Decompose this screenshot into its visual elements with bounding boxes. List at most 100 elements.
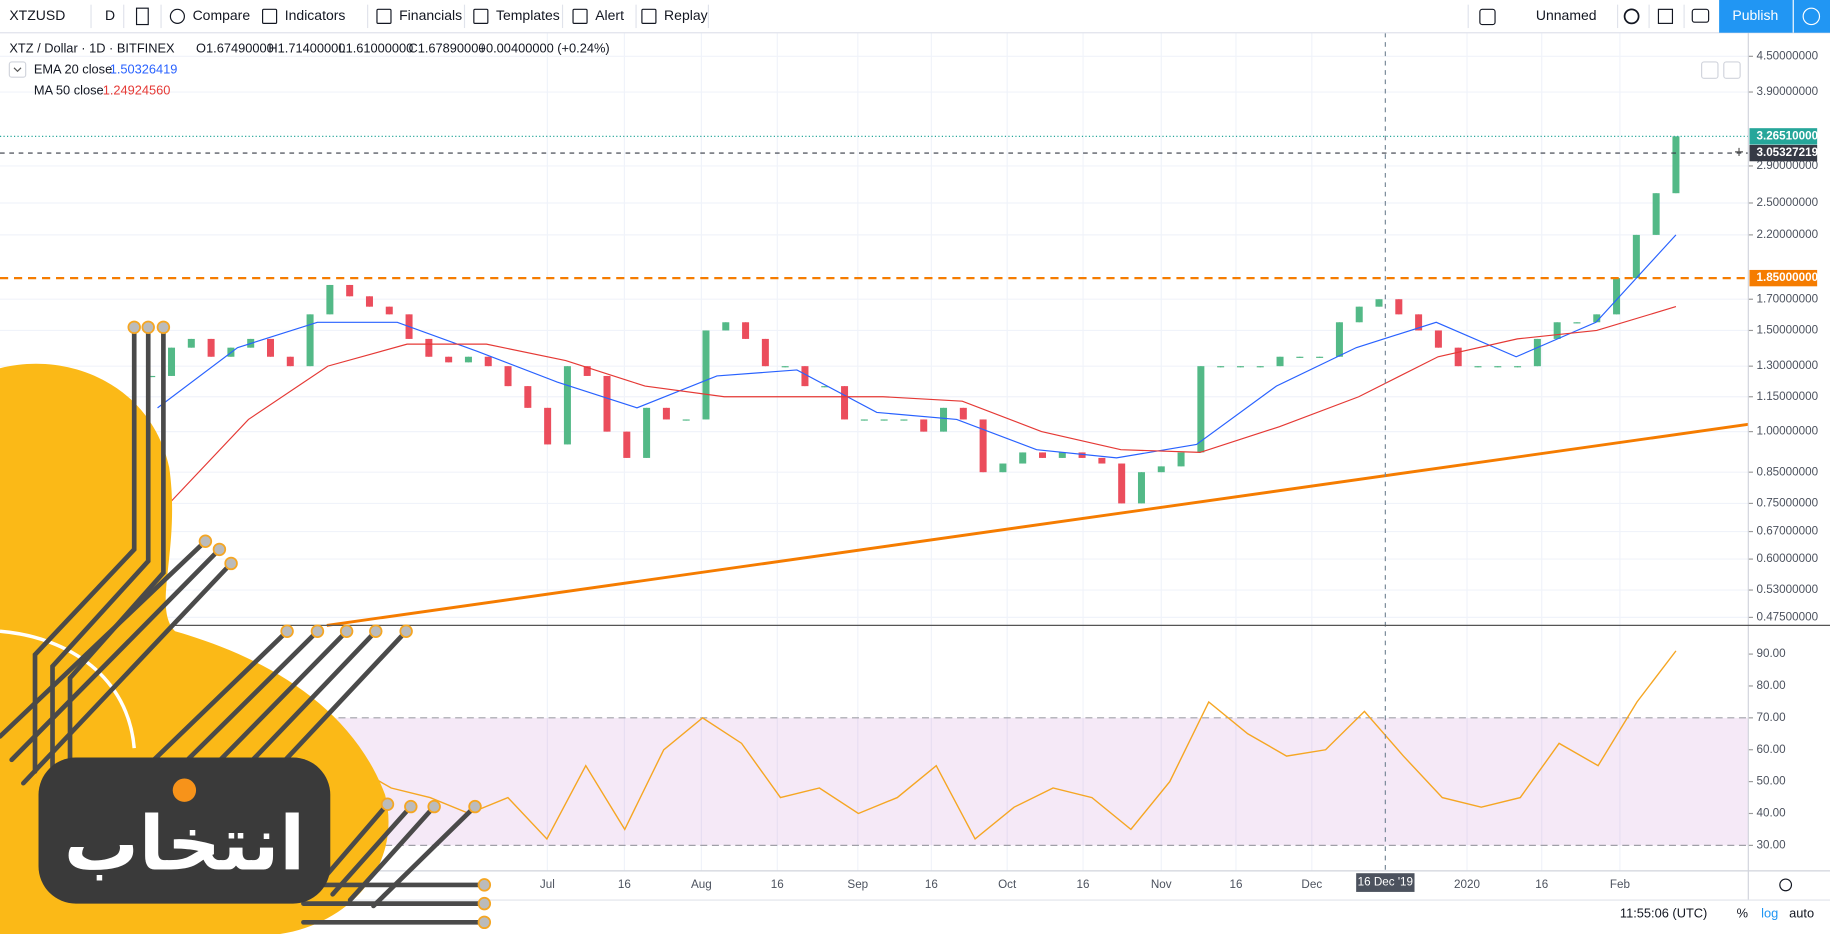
legend-collapse[interactable] [8,61,27,78]
rsi-tick-label: 50.00 [1756,775,1786,788]
candle [722,322,730,331]
x-tick-label: Aug [691,878,712,891]
toolbar-item[interactable]: Compare [193,7,251,23]
candle [187,338,195,348]
circuit-lines [0,324,487,925]
y-tick-label: 1.15000000 [1756,390,1818,403]
x-tick-label: Oct [998,878,1017,891]
toolbar-item[interactable]: Indicators [285,7,346,23]
x-tick-label: 2020 [1454,878,1480,891]
candle [761,338,769,367]
candle [959,407,967,420]
candle [464,356,472,363]
checkbox[interactable] [1479,8,1496,26]
candle [1217,366,1225,368]
candle [1375,299,1383,307]
publish-label[interactable]: Publish [1732,7,1778,23]
scroll-button[interactable] [1701,61,1719,79]
indicator-value: 1.50326419 [110,62,178,77]
candle [682,419,690,421]
price-level-box [1749,144,1818,162]
candle [860,419,868,421]
candle [1137,472,1145,504]
axis-settings-icon[interactable] [1779,878,1793,892]
x-tick-label: 16 [1535,878,1548,891]
candle [168,347,176,376]
ohlc-value: C1.67890000 [408,40,485,55]
candle [1454,347,1462,367]
x-tick-label: 16 [925,878,938,891]
y-tick-label: 1.00000000 [1756,425,1818,438]
logo-stroke [0,629,136,749]
toolbar-icon [641,8,657,24]
live-button[interactable] [1793,0,1830,33]
interval[interactable]: D [105,7,115,23]
live-icon [1802,7,1821,26]
indicator-name: EMA 20 close [34,62,112,77]
candle [1078,452,1086,458]
candle [1197,366,1205,453]
candle [1276,356,1284,367]
y-tick-label: 1.50000000 [1756,324,1818,337]
publish-button[interactable] [1719,0,1793,33]
y-tick-label: 1.70000000 [1756,292,1818,305]
candle [781,366,789,368]
candle [1434,330,1442,348]
toolbar-item[interactable]: Financials [399,7,462,23]
indicator-name: MA 50 close [34,83,104,98]
candle [1316,356,1324,358]
candle [979,419,987,473]
y-tick-label: 2.20000000 [1756,228,1818,241]
candle [1474,366,1482,368]
candle [880,419,888,421]
candle [1019,452,1027,464]
symbol[interactable]: XTZUSD [9,7,65,23]
x-tick-label: Nov [1151,878,1172,891]
candle [940,407,948,432]
price-level-label: 1.85000000 [1756,271,1818,284]
toolbar-item[interactable]: Replay [664,7,708,23]
time: 11:55:06 (UTC) [1620,906,1707,921]
percent-toggle[interactable]: % [1737,906,1748,921]
candle [346,284,354,297]
candle [326,284,334,315]
trendline [326,422,1749,627]
candle [1613,278,1621,315]
candle [702,330,710,420]
candle [1395,299,1403,315]
settings-icon[interactable] [1623,8,1640,25]
rsi-line [157,650,1677,841]
x-tick-label: Sep [847,878,868,891]
y-tick-label: 4.50000000 [1756,49,1818,62]
layout-name[interactable]: Unnamed [1536,7,1597,23]
candle [1593,314,1601,323]
candle [385,306,393,315]
candle [1632,234,1640,279]
y-tick-label: 0.60000000 [1756,552,1818,565]
candle [1652,193,1660,235]
indicator-value: 1.24924560 [103,83,171,98]
logo-badge [38,757,331,904]
snapshot-icon[interactable] [1691,8,1710,23]
x-tick-label: Dec [1301,878,1322,891]
x-tick-label: 16 [618,878,631,891]
reset-button[interactable] [1723,61,1741,79]
auto-toggle[interactable]: auto [1789,906,1814,921]
log-toggle[interactable]: log [1761,906,1778,921]
candle [623,431,631,458]
y-tick-label: 2.50000000 [1756,196,1818,209]
x-tick-label: 16 [1077,878,1090,891]
candle [1553,322,1561,339]
toolbar-item[interactable]: Templates [496,7,560,23]
candle [1118,463,1126,504]
toolbar-item[interactable]: Alert [595,7,624,23]
candle [544,407,552,445]
fullscreen-icon[interactable] [1657,8,1674,24]
candle [1415,314,1423,331]
candle [603,375,611,432]
candle [1038,452,1047,458]
candle [1672,136,1680,194]
candle [365,296,373,307]
ohlc-value: L1.61000000 [338,40,413,55]
price-level-box [1749,269,1818,287]
